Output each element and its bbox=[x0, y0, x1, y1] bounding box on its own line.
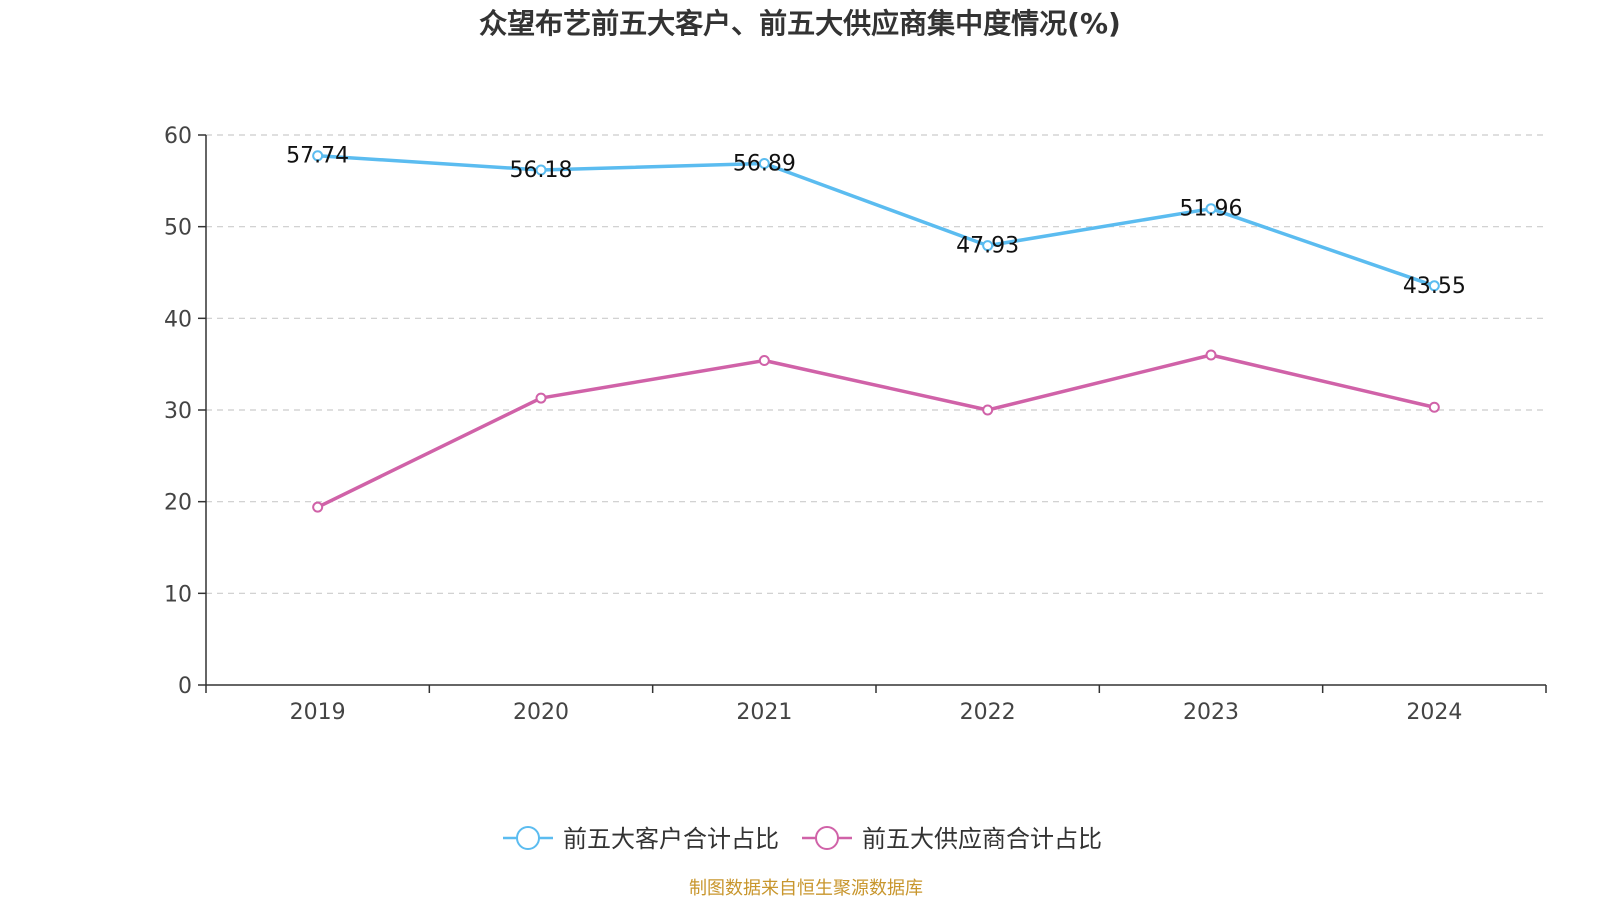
series-line-1 bbox=[317, 153, 1435, 288]
x-axis-ticks: 2019 2020 2021 2022 2023 2024 bbox=[205, 685, 1547, 725]
x-tick-label: 2019 bbox=[290, 700, 346, 725]
legend-item-2[interactable]: 前五大供应商合计占比 bbox=[802, 825, 1102, 853]
y-tick-label: 20 bbox=[164, 491, 192, 516]
series-point-2[interactable] bbox=[982, 404, 994, 416]
data-label: 56.89 bbox=[733, 152, 796, 177]
chart-title: 众望布艺前五大客户、前五大供应商集中度情况(%) bbox=[479, 7, 1121, 40]
series-point-2[interactable] bbox=[312, 501, 324, 513]
y-tick-label: 30 bbox=[164, 399, 192, 424]
series-line-2 bbox=[316, 353, 1435, 509]
series-point-1[interactable] bbox=[312, 150, 324, 162]
data-label: 43.55 bbox=[1403, 274, 1466, 299]
y-tick-label: 40 bbox=[164, 307, 192, 332]
legend-item-1[interactable]: 前五大客户合计占比 bbox=[503, 825, 779, 853]
data-label: 57.74 bbox=[286, 144, 349, 169]
y-tick-label: 60 bbox=[164, 124, 192, 149]
y-tick-label: 10 bbox=[164, 582, 192, 607]
y-tick-label: 50 bbox=[164, 216, 192, 241]
series-point-1[interactable] bbox=[982, 240, 994, 252]
series-point-1[interactable] bbox=[535, 164, 547, 176]
source-note: 制图数据来自恒生聚源数据库 bbox=[689, 878, 923, 899]
data-label: 51.96 bbox=[1180, 197, 1243, 222]
data-label: 47.93 bbox=[956, 234, 1019, 259]
x-tick-label: 2024 bbox=[1406, 700, 1462, 725]
legend-marker-icon bbox=[516, 826, 540, 850]
data-label: 56.18 bbox=[510, 158, 573, 183]
legend-label: 前五大供应商合计占比 bbox=[862, 825, 1102, 853]
series-point-1[interactable] bbox=[1428, 280, 1440, 292]
series-point-1[interactable] bbox=[1205, 203, 1217, 215]
grid-lines bbox=[206, 134, 1546, 594]
series-layer bbox=[312, 150, 1440, 513]
legend[interactable]: 前五大客户合计占比 前五大供应商合计占比 bbox=[503, 825, 1102, 853]
series-point-2[interactable] bbox=[758, 355, 770, 366]
series-point-2[interactable] bbox=[1205, 349, 1217, 361]
y-axis-ticks: 0 10 20 30 40 50 60 bbox=[164, 124, 206, 699]
x-tick-label: 2022 bbox=[960, 700, 1016, 725]
series-point-1[interactable] bbox=[758, 158, 770, 170]
x-tick-label: 2023 bbox=[1183, 700, 1239, 725]
x-tick-label: 2021 bbox=[736, 700, 792, 725]
legend-label: 前五大客户合计占比 bbox=[563, 825, 779, 853]
series-point-2[interactable] bbox=[535, 392, 547, 404]
legend-marker-icon bbox=[815, 826, 839, 850]
y-tick-label: 0 bbox=[178, 674, 192, 699]
x-tick-label: 2020 bbox=[513, 700, 569, 725]
series-point-2[interactable] bbox=[1428, 401, 1440, 413]
data-labels: 57.74 56.18 56.89 47.93 51.96 43.55 bbox=[286, 144, 1466, 299]
